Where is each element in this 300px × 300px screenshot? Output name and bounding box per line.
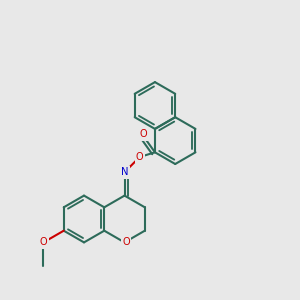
Text: O: O [122, 237, 130, 248]
Text: O: O [136, 152, 144, 162]
Text: O: O [40, 237, 47, 248]
Text: O: O [140, 129, 147, 140]
Text: N: N [121, 167, 128, 177]
